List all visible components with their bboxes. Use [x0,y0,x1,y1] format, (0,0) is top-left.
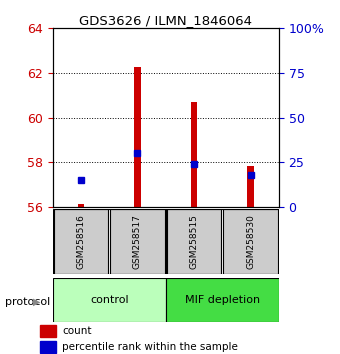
Bar [167,209,221,274]
Text: GSM258530: GSM258530 [246,214,255,269]
Text: GSM258516: GSM258516 [76,214,85,269]
Bar [134,67,141,207]
Bar [247,166,254,207]
Bar [78,204,84,207]
Title: GDS3626 / ILMN_1846064: GDS3626 / ILMN_1846064 [79,14,252,27]
Text: GSM258517: GSM258517 [133,214,142,269]
Bar [110,209,165,274]
Text: GSM258515: GSM258515 [189,214,199,269]
Text: MIF depletion: MIF depletion [185,295,260,305]
Text: ▶: ▶ [33,297,41,307]
Text: control: control [90,295,129,305]
Bar [223,209,278,274]
Text: count: count [63,326,92,336]
Bar [40,341,56,353]
Text: protocol: protocol [5,297,50,307]
Bar [54,209,108,274]
Text: percentile rank within the sample: percentile rank within the sample [63,342,238,352]
Bar [191,102,198,207]
Bar [166,278,279,322]
Bar [53,278,166,322]
Bar [40,325,56,337]
